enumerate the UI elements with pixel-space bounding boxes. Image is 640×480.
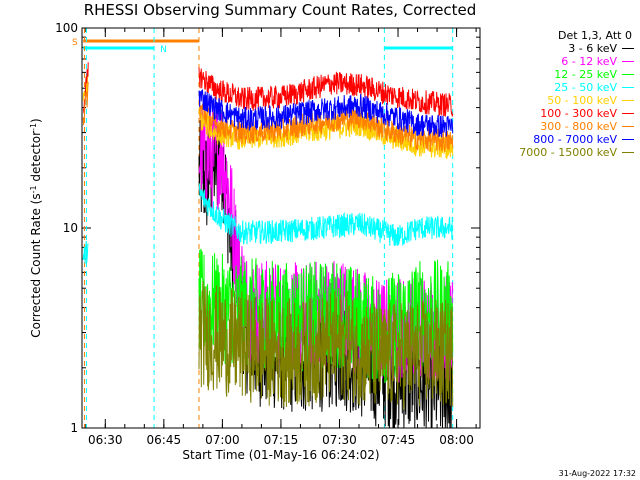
legend-swatch bbox=[622, 61, 634, 62]
legend-entry: 50 - 100 keV bbox=[484, 94, 636, 107]
legend-header: Det 1,3, Att 0 bbox=[558, 29, 632, 42]
legend-entries: 3 - 6 keV 6 - 12 keV 12 - 25 keV 25 - 50 ke… bbox=[484, 42, 636, 159]
series-800-7000-kevline bbox=[198, 89, 454, 138]
legend-label: 300 - 800 keV bbox=[540, 120, 617, 133]
generation-timestamp: 31-Aug-2022 17:32 bbox=[558, 469, 636, 478]
x-tick-label: 08:00 bbox=[439, 433, 474, 447]
legend-entry: 800 - 7000 keV bbox=[484, 133, 636, 146]
series-trace bbox=[82, 240, 89, 264]
legend-label: 100 - 300 keV bbox=[540, 107, 617, 120]
series-7000-15000-kevline bbox=[198, 281, 454, 410]
legend-label: 800 - 7000 keV bbox=[533, 133, 617, 146]
x-tick-label: 06:30 bbox=[88, 433, 123, 447]
x-tick-label: 07:00 bbox=[205, 433, 240, 447]
series-trace bbox=[82, 62, 89, 114]
series-lines bbox=[82, 62, 454, 429]
legend-swatch bbox=[622, 113, 634, 114]
plot-frame bbox=[81, 27, 481, 429]
legend-swatch bbox=[622, 87, 634, 88]
legend-swatch bbox=[622, 100, 634, 101]
y-tick-label: 100 bbox=[55, 21, 78, 35]
legend-label: 50 - 100 keV bbox=[547, 94, 617, 107]
legend-entry: 7000 - 15000 keV bbox=[484, 146, 636, 159]
orbit-flag-bars: SN bbox=[72, 38, 453, 55]
legend-swatch bbox=[622, 152, 634, 153]
plot-border bbox=[81, 27, 481, 429]
series-trace bbox=[198, 89, 454, 138]
legend-entry: 100 - 300 keV bbox=[484, 107, 636, 120]
legend-swatch bbox=[622, 48, 634, 49]
legend-label: 7000 - 15000 keV bbox=[519, 146, 617, 159]
x-tick-label: 07:15 bbox=[264, 433, 299, 447]
legend: Det 1,3, Att 0 3 - 6 keV 6 - 12 keV 12 - 2… bbox=[484, 29, 636, 159]
legend-label: 12 - 25 keV bbox=[554, 68, 617, 81]
orbit-flag-label: S bbox=[72, 38, 78, 48]
y-axis-label: Corrected Count Rate (s-1 detector-1) bbox=[29, 118, 44, 337]
series-trace bbox=[82, 81, 89, 126]
legend-label: 3 - 6 keV bbox=[568, 42, 617, 55]
chart-title: RHESSI Observing Summary Count Rates, Co… bbox=[83, 1, 477, 19]
x-axis-label: Start Time (01-May-16 06:24:02) bbox=[182, 448, 379, 462]
legend-entry: 12 - 25 keV bbox=[484, 68, 636, 81]
legend-entry: 25 - 50 keV bbox=[484, 81, 636, 94]
legend-entry: 6 - 12 keV bbox=[484, 55, 636, 68]
series-25-50-kevline bbox=[82, 183, 454, 264]
x-tick-label: 07:45 bbox=[381, 433, 416, 447]
legend-label: 25 - 50 keV bbox=[554, 81, 617, 94]
series-100-300-kevline bbox=[82, 62, 454, 117]
legend-entry: 300 - 800 keV bbox=[484, 120, 636, 133]
legend-label: 6 - 12 keV bbox=[561, 55, 617, 68]
series-trace bbox=[198, 183, 454, 246]
orbit-flag-label: N bbox=[160, 45, 167, 55]
legend-swatch bbox=[622, 74, 634, 75]
series-trace bbox=[198, 281, 454, 410]
y-tick-label: 10 bbox=[63, 221, 78, 235]
y-tick-label: 1 bbox=[70, 421, 78, 435]
plot-axes: 1 10 100 06:30 06:45 07:00 07:15 07:30 07:45 08:0… bbox=[29, 21, 480, 462]
legend-swatch bbox=[622, 139, 634, 140]
legend-entry: 3 - 6 keV bbox=[484, 42, 636, 55]
x-tick-label: 06:45 bbox=[147, 433, 182, 447]
x-tick-label: 07:30 bbox=[322, 433, 357, 447]
series-trace bbox=[198, 67, 454, 117]
legend-swatch bbox=[622, 126, 634, 127]
